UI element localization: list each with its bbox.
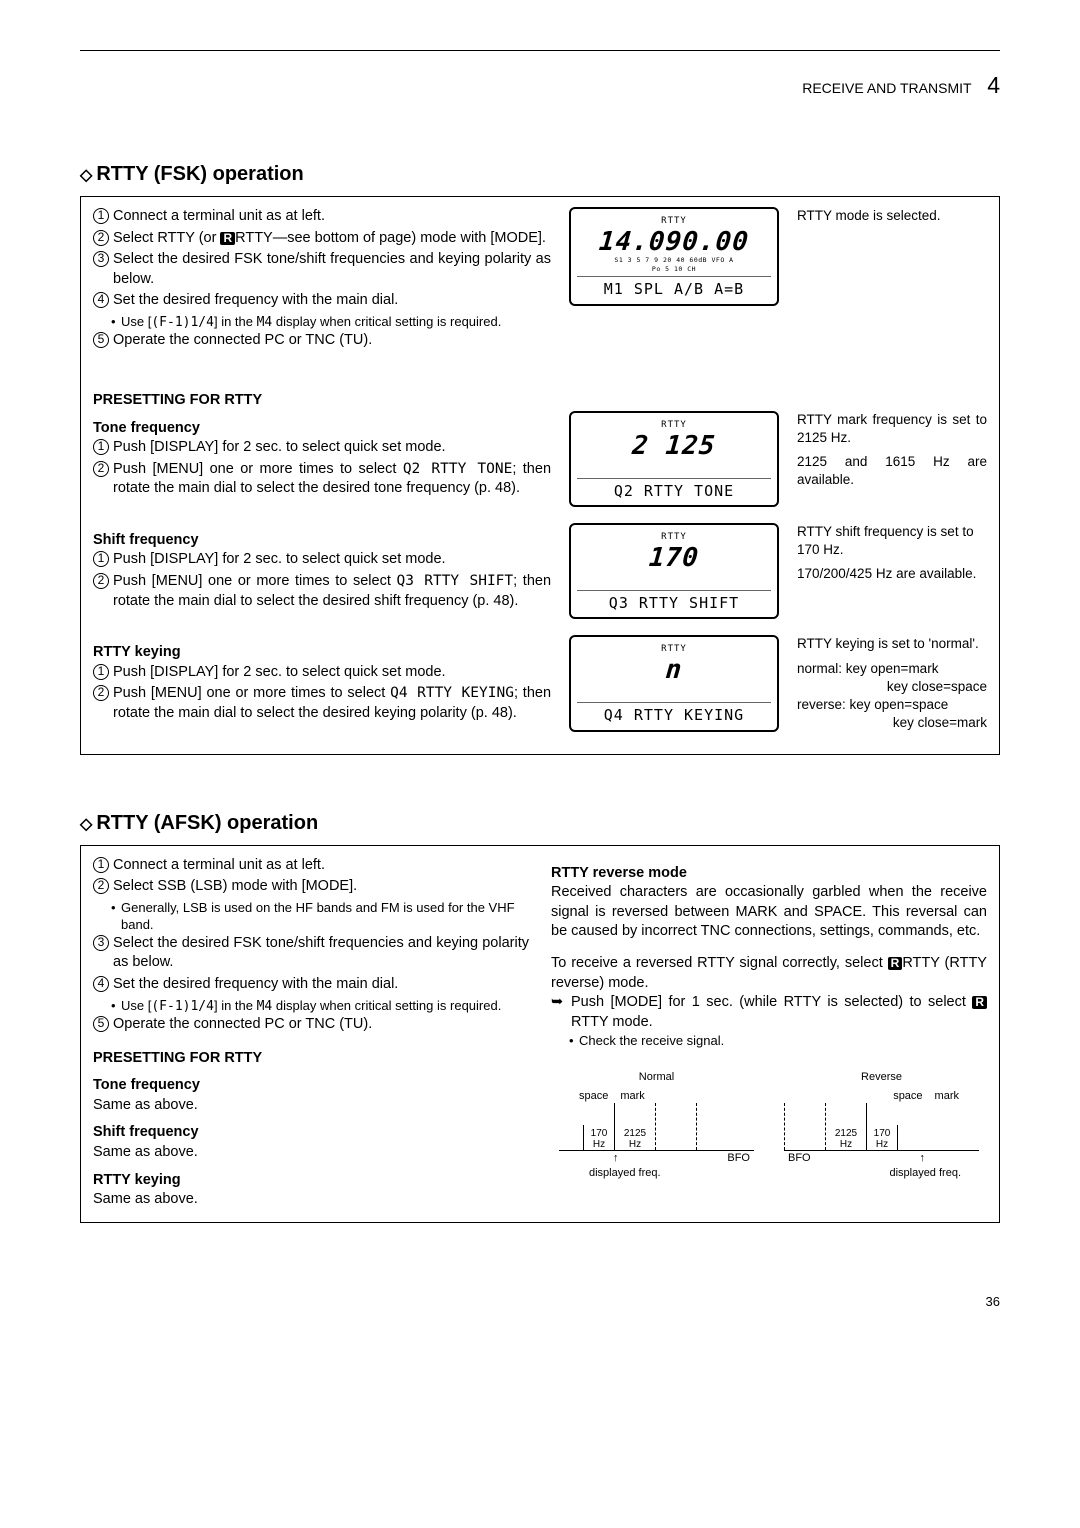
page-number: 36 [80,1293,1000,1311]
afsk-right-col: RTTY reverse mode Received characters ar… [551,856,987,1210]
diagram-reverse: Reverse space mark 2125Hz 170Hz [784,1070,979,1181]
keying-heading: RTTY keying [93,1171,529,1191]
shift-heading: Shift frequency [93,531,551,551]
step: Select the desired FSK tone/shift freque… [93,250,551,289]
lcd-shift: RTTY 170 Q3 RTTY SHIFT [569,523,779,619]
diamond-icon: ◇ [80,167,92,184]
fsk-steps: Connect a terminal unit as at left. Sele… [93,207,551,311]
note-text: RTTY mode is selected. [797,207,987,225]
reverse-p2: To receive a reversed RTTY signal correc… [551,954,987,993]
sub-note: Use [(F-1)1/4] in the M4 display when cr… [93,997,529,1016]
shift-heading: Shift frequency [93,1123,529,1143]
lcd-label: M1 SPL A/B A=B [577,276,771,299]
chapter-number: 4 [987,72,1000,98]
afsk-left-col: Connect a terminal unit as at left. Sele… [93,856,529,1210]
reverse-p1: Received characters are occasionally gar… [551,883,987,942]
page-header: RECEIVE AND TRANSMIT 4 [80,70,1000,101]
breadcrumb: RECEIVE AND TRANSMIT [802,80,971,96]
step: Push [MENU] one or more times to select … [93,460,551,499]
step: Push [DISPLAY] for 2 sec. to select quic… [93,663,551,683]
same-as-above: Same as above. [93,1096,529,1116]
step: Select RTTY (or RRTTY—see bottom of page… [93,229,551,249]
step: Push [DISPLAY] for 2 sec. to select quic… [93,550,551,570]
tone-heading: Tone frequency [93,1076,529,1096]
section1-box: Connect a terminal unit as at left. Sele… [80,196,1000,755]
step: Select SSB (LSB) mode with [MODE]. [93,877,529,897]
r-icon: R [972,996,987,1009]
section1-title: ◇RTTY (FSK) operation [80,161,1000,188]
step: Set the desired frequency with the main … [93,291,551,311]
reverse-heading: RTTY reverse mode [551,864,987,884]
diagram-normal: Normal space mark 170Hz 2125Hz [559,1070,754,1181]
presetting-heading: PRESETTING FOR RTTY [93,1049,529,1069]
lcd-tone: RTTY 2 125 Q2 RTTY TONE [569,411,779,507]
note-text: RTTY shift frequency is set to 170 Hz. [797,523,987,559]
same-as-above: Same as above. [93,1190,529,1210]
lcd-meter2: Po 5 10 CH [577,266,771,273]
lcd-freq: 14.090.00 [576,229,772,255]
reverse-step: Push [MODE] for 1 sec. (while RTTY is se… [551,993,987,1032]
step: Connect a terminal unit as at left. [93,856,529,876]
sub-note: Use [(F-1)1/4] in the M4 display when cr… [93,313,551,332]
step: Push [DISPLAY] for 2 sec. to select quic… [93,438,551,458]
section2-box: Connect a terminal unit as at left. Sele… [80,845,1000,1223]
step: Operate the connected PC or TNC (TU). [93,331,551,351]
keying-heading: RTTY keying [93,643,551,663]
note-text: key close=mark [797,714,987,732]
r-icon: R [888,957,903,970]
note-text: RTTY keying is set to 'normal'. [797,635,987,653]
lcd-keying: RTTY n Q4 RTTY KEYING [569,635,779,731]
note-text: key close=space [797,678,987,696]
lcd-main-display: RTTY 14.090.00 S1 3 5 7 9 20 40 60dB VFO… [569,207,779,306]
presetting-heading: PRESETTING FOR RTTY [93,391,987,411]
note-text: 2125 and 1615 Hz are available. [797,453,987,489]
r-icon: R [220,232,235,245]
note-text: normal: key open=mark [797,660,987,678]
step: Push [MENU] one or more times to select … [93,572,551,611]
freq-diagrams: Normal space mark 170Hz 2125Hz [551,1070,987,1181]
same-as-above: Same as above. [93,1143,529,1163]
section2-title: ◇RTTY (AFSK) operation [80,810,1000,837]
step: Select the desired FSK tone/shift freque… [93,934,529,973]
tone-heading: Tone frequency [93,419,551,439]
note-text: RTTY mark frequency is set to 2125 Hz. [797,411,987,447]
step: Set the desired frequency with the main … [93,975,529,995]
step: Operate the connected PC or TNC (TU). [93,1015,529,1035]
step: Connect a terminal unit as at left. [93,207,551,227]
sub-note: Generally, LSB is used on the HF bands a… [93,899,529,934]
note-text: 170/200/425 Hz are available. [797,565,987,583]
diamond-icon: ◇ [80,816,92,833]
lcd-meter: S1 3 5 7 9 20 40 60dB VFO A [577,257,771,264]
lcd-mode: RTTY [577,215,771,227]
note-text: reverse: key open=space [797,696,987,714]
step: Push [MENU] one or more times to select … [93,684,551,723]
top-rule [80,50,1000,70]
sub-note: Check the receive signal. [551,1032,987,1050]
